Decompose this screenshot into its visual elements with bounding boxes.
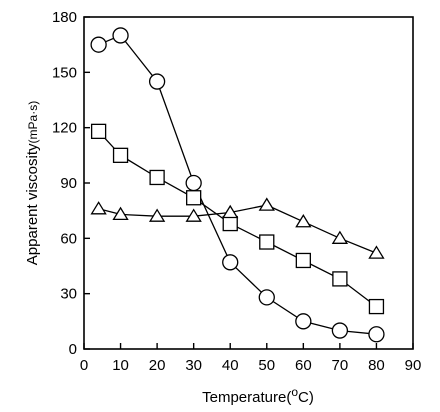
y-tick-label: 60	[60, 230, 77, 247]
y-tick-label: 150	[52, 64, 77, 81]
x-axis-tick-labels: 0 10 20 30 40 50 60 70 80 90	[80, 357, 422, 374]
y-tick-label: 120	[52, 120, 77, 137]
x-tick-label: 30	[185, 357, 202, 374]
triangle-point	[185, 208, 202, 222]
circle-point	[148, 73, 166, 90]
plot-frame	[83, 16, 414, 350]
x-axis-ticks	[83, 343, 414, 349]
x-tick-label: 50	[258, 357, 275, 374]
square-point	[259, 234, 275, 250]
x-tick-label: 60	[295, 357, 312, 374]
circle-point	[222, 254, 239, 271]
triangle-point	[148, 208, 166, 222]
square-point	[149, 169, 165, 186]
series-markers	[90, 27, 385, 343]
circle-point	[368, 326, 385, 343]
x-tick-label: 80	[368, 357, 385, 374]
square-point	[332, 271, 348, 287]
x-tick-label: 70	[332, 357, 349, 374]
x-axis-title: Temperature(oC)	[202, 385, 314, 406]
series-lines	[98, 34, 377, 335]
y-axis-tick-labels: 0 30 60 90 120 150 180	[52, 9, 77, 358]
square-point	[295, 252, 311, 269]
triangle-point	[112, 206, 129, 221]
triangle-point	[295, 213, 312, 228]
y-tick-label: 30	[60, 286, 77, 303]
triangle-point	[331, 230, 349, 244]
square-point	[368, 298, 385, 315]
y-tick-label: 0	[69, 341, 77, 358]
triangle-point	[258, 197, 275, 211]
y-tick-label: 90	[60, 175, 77, 192]
circle-point	[185, 174, 202, 192]
circle-point	[295, 313, 312, 330]
x-tick-label: 0	[80, 357, 88, 374]
y-tick-label: 180	[52, 9, 77, 26]
plot-area-border	[83, 16, 414, 350]
x-tick-label: 40	[222, 357, 239, 374]
square-point	[222, 215, 238, 232]
square-point	[186, 190, 202, 206]
square-point	[112, 147, 129, 163]
x-tick-label: 10	[112, 357, 129, 374]
circle-point	[112, 27, 129, 44]
y-axis-title: Apparent viscosity(mPa·s)	[24, 101, 41, 265]
triangle-point	[368, 245, 385, 259]
x-tick-label: 20	[149, 357, 166, 374]
square-point	[90, 123, 107, 140]
circle-series-line	[98, 34, 377, 335]
x-tick-label: 90	[405, 357, 422, 374]
triangle-point	[90, 201, 107, 215]
circle-point	[258, 289, 275, 306]
circle-point	[331, 322, 349, 339]
triangle-point	[222, 204, 239, 219]
circle-point	[90, 36, 107, 53]
y-axis-ticks	[84, 16, 90, 350]
